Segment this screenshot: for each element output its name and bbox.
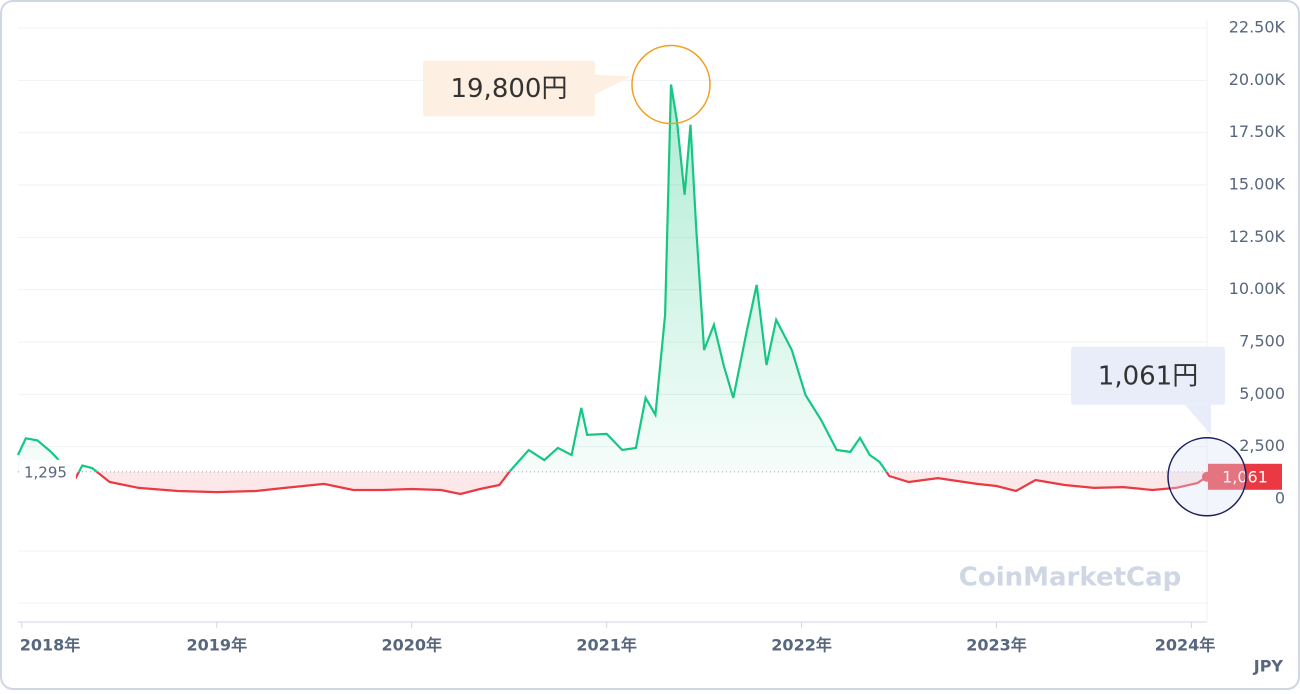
- y-tick-label: 15.00K: [1229, 175, 1286, 194]
- y-tick-label: 17.50K: [1229, 122, 1286, 141]
- y-tick-label: 7,500: [1239, 332, 1285, 351]
- baseline-label-bg: [20, 459, 76, 484]
- y-tick-label: 22.50K: [1229, 18, 1286, 37]
- watermark: CoinMarketCap: [959, 563, 1182, 593]
- annotation-circle: [1167, 437, 1247, 517]
- x-tick-label: 2020年: [381, 636, 442, 655]
- x-tick-label: 2024年: [1155, 636, 1216, 655]
- annotation-text: 19,800円: [450, 74, 567, 104]
- x-tick-label: 2023年: [966, 636, 1027, 655]
- price-tag-label: 1,061: [1222, 467, 1268, 486]
- annotation-box: [422, 60, 595, 117]
- y-tick-label: 10.00K: [1229, 279, 1286, 298]
- baseline-label: 1,295: [24, 463, 67, 481]
- y-tick-label: 0: [1275, 489, 1285, 508]
- y-tick-label: 20.00K: [1229, 70, 1286, 89]
- line-above: [17, 84, 888, 472]
- currency: JPY: [1253, 657, 1284, 676]
- y-tick-label: 12.50K: [1229, 227, 1286, 246]
- annotation-text: 1,061円: [1098, 361, 1198, 391]
- x-tick-label: 2018年: [20, 636, 81, 655]
- line-below: [66, 471, 1208, 496]
- x-tick-label: 2021年: [576, 636, 637, 655]
- annotation-circle: [631, 44, 711, 125]
- y-tick-label: 5,000: [1239, 384, 1285, 403]
- y-tick-label: 2,500: [1239, 436, 1285, 455]
- x-tick-label: 2019年: [187, 636, 248, 655]
- annotation-box: [1071, 346, 1225, 405]
- annotation-pointer: [594, 74, 631, 95]
- annotation-pointer: [1185, 404, 1211, 435]
- x-tick-label: 2022年: [771, 636, 832, 655]
- area-below: [67, 471, 1207, 494]
